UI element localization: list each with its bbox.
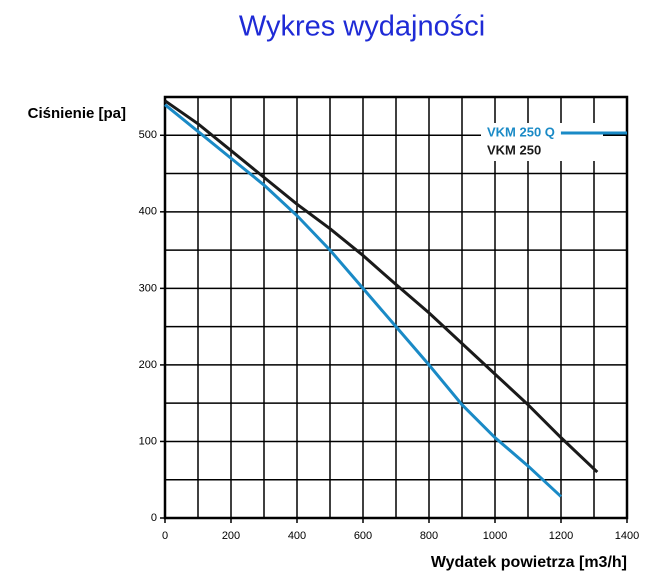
x-tick-label: 1200 [549,530,573,542]
plot-frame [163,95,629,520]
x-tick-label: 1400 [615,530,639,542]
series-line [164,99,599,474]
x-tick-label: 800 [420,530,438,542]
x-tick-label: 0 [162,530,168,542]
y-axis-label: Ciśnienie [pa] [27,105,126,122]
series-line [164,103,563,498]
x-tick-label: 400 [288,530,306,542]
y-tick-label: 100 [139,435,157,447]
y-tick-label: 300 [139,282,157,294]
x-tick-label: 1000 [483,530,507,542]
y-tick-label: 400 [139,206,157,218]
x-tick-label: 200 [222,530,240,542]
x-axis-label: Wydatek powietrza [m3/h] [431,554,627,571]
legend-label: VKM 250 Q [487,124,555,139]
y-tick-label: 500 [139,129,157,141]
y-tick-label: 0 [151,512,157,524]
legend-label: VKM 250 [487,142,541,157]
y-tick-label: 200 [139,359,157,371]
legend-box [481,123,603,161]
chart-title: Wykres wydajności [239,11,485,43]
x-tick-label: 600 [354,530,372,542]
